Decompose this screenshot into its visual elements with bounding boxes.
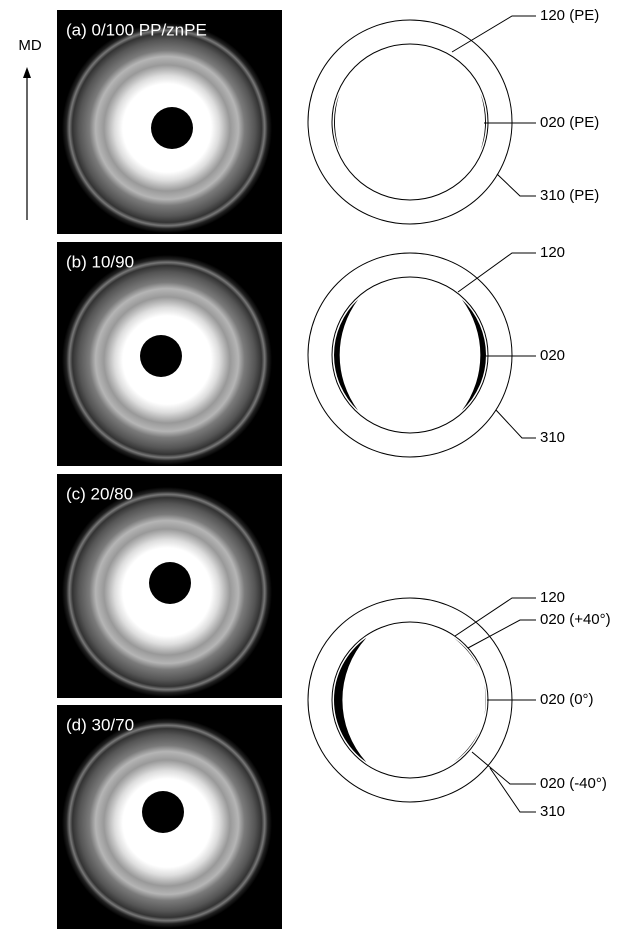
reflection-label: 020 (-40°) [540, 775, 607, 792]
reflection-label: 020 [540, 347, 565, 364]
reflection-arc [334, 638, 366, 763]
reflection-label: 120 [540, 244, 565, 261]
reflection-label: 020 (PE) [540, 114, 599, 131]
reflection-arc [462, 299, 486, 410]
reflection-label: 120 [540, 589, 565, 606]
panel-label: (b) 10/90 [66, 252, 134, 271]
leader-line [455, 598, 536, 636]
reflection-arc [454, 732, 479, 762]
reflection-arc [484, 684, 486, 716]
reflection-label: 310 (PE) [540, 187, 599, 204]
beam-stop [151, 107, 193, 149]
reflection-label: 310 [540, 803, 565, 820]
reflection-label: 120 (PE) [540, 7, 599, 24]
leader-line [497, 174, 536, 196]
reflection-label: 310 [540, 429, 565, 446]
beam-stop [149, 562, 191, 604]
inner-ring [332, 622, 488, 778]
figure: MD (a) 0/100 PP/znPE (b) 10/90 (c) 20/80 (d… [0, 0, 636, 929]
inner-ring [332, 277, 488, 433]
md-label: MD [18, 37, 41, 54]
panel-label: (d) 30/70 [66, 715, 134, 734]
leader-line [452, 16, 536, 52]
inner-ring [332, 44, 488, 200]
beam-stop [142, 791, 184, 833]
beam-stop [140, 335, 182, 377]
leader-line [496, 410, 536, 438]
panel-label: (a) 0/100 PP/znPE [66, 20, 207, 39]
reflection-arc [334, 299, 358, 410]
panels: (a) 0/100 PP/znPE (b) 10/90 (c) 20/80 (d) 3… [57, 10, 282, 929]
reflection-label: 020 (0°) [540, 691, 594, 708]
reflection-arc [454, 638, 479, 668]
leader-line [490, 768, 536, 812]
panel-label: (c) 20/80 [66, 484, 133, 503]
md-arrow-head [23, 67, 31, 78]
schematics: 120 (PE) 020 (PE) 310 (PE) 120 020 310 120 020 … [308, 7, 611, 820]
reflection-label: 020 (+40°) [540, 611, 611, 628]
outer-ring [308, 20, 512, 224]
leader-line [472, 752, 536, 784]
